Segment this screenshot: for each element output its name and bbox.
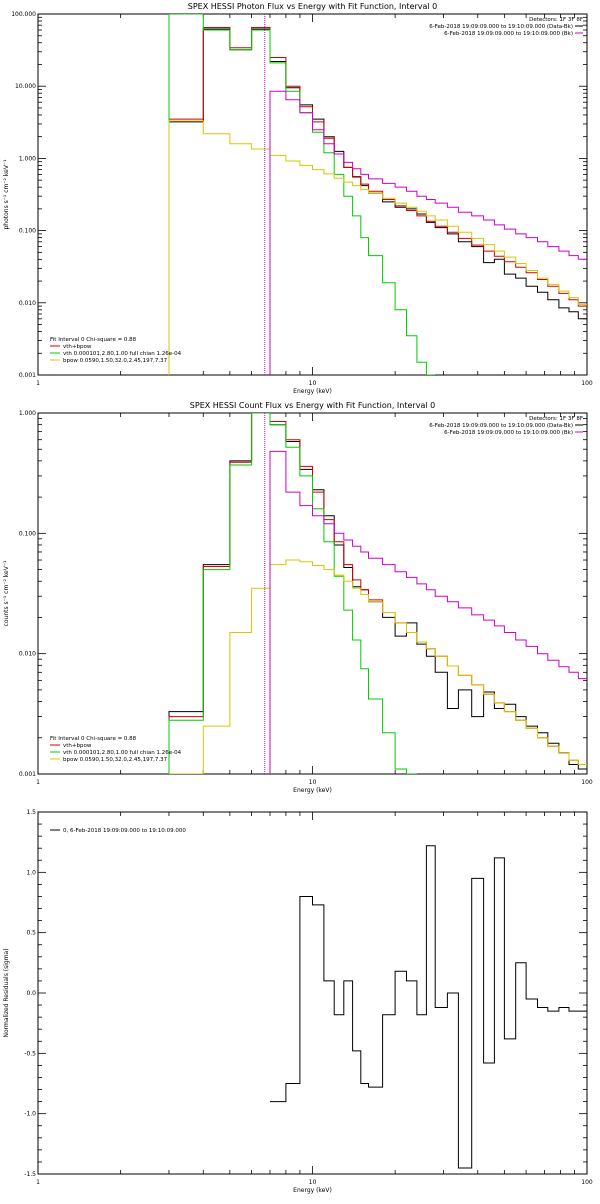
legend-entry: bpow 0.0590,1.50,32.0,2.45,197,7.37 bbox=[63, 757, 168, 763]
x-tick-label: 1 bbox=[36, 380, 40, 387]
x-axis-label: Energy (keV) bbox=[293, 1187, 332, 1194]
legend-entry: vth+bpow bbox=[63, 344, 92, 350]
plot-frame bbox=[37, 13, 588, 376]
legend-header: Fit Interval 0 Chi-square = 0.88 bbox=[50, 337, 137, 343]
y-tick-label: -1.5 bbox=[24, 1171, 36, 1178]
y-tick-label: 1.0 bbox=[26, 869, 36, 876]
x-tick-label: 100 bbox=[581, 1179, 593, 1186]
legend: Fit Interval 0 Chi-square = 0.88vth+bpow… bbox=[50, 337, 182, 364]
x-tick-label: 10 bbox=[309, 380, 317, 387]
y-axis-label: counts s⁻¹ cm⁻² keV⁻¹ bbox=[3, 560, 10, 626]
x-axis-label: Energy (keV) bbox=[293, 787, 332, 794]
series-line-vth bbox=[168, 14, 436, 375]
y-tick-label: 0.100 bbox=[19, 228, 36, 235]
x-tick-label: 10 bbox=[309, 1179, 317, 1186]
y-tick-label: 1.000 bbox=[19, 410, 36, 417]
y-tick-label: 1.5 bbox=[26, 809, 36, 816]
y-tick-label: 0.0 bbox=[26, 990, 36, 997]
legend: Fit Interval 0 Chi-square = 0.88vth+bpow… bbox=[50, 736, 182, 763]
y-tick-label: 0.010 bbox=[19, 300, 36, 307]
chart-2: SPEX HESSI Count Flux vs Energy with Fit… bbox=[3, 401, 593, 794]
y-tick-label: 0.001 bbox=[19, 372, 36, 379]
series-line-background bbox=[269, 90, 587, 375]
y-tick-label: 0.5 bbox=[26, 930, 36, 937]
series-line-bpow bbox=[168, 120, 587, 375]
x-tick-label: 100 bbox=[581, 779, 593, 786]
series-line-background bbox=[269, 450, 587, 774]
interval-header-line: 6-Feb-2018 19:09:09.000 to 19:10:09.000 … bbox=[444, 31, 573, 37]
chart-1: SPEX HESSI Photon Flux vs Energy with Fi… bbox=[3, 2, 593, 395]
legend-entry: vth 0.000101,2.80,1.00 full chian 1.26e-… bbox=[63, 750, 182, 756]
legend: 0, 6-Feb-2018 19:09:09.000 to 19:10:09.0… bbox=[50, 828, 186, 834]
series-line-bpow bbox=[169, 559, 587, 774]
y-axis-label: photons s⁻¹ cm⁻² keV⁻¹ bbox=[3, 159, 10, 230]
chart-title: SPEX HESSI Count Flux vs Energy with Fit… bbox=[190, 401, 435, 410]
interval-header-line: 6-Feb-2018 19:09:09.000 to 19:10:09.000 … bbox=[429, 423, 573, 429]
y-tick-label: 0.010 bbox=[19, 651, 36, 658]
x-tick-label: 1 bbox=[36, 779, 40, 786]
chart-3: 1 10 100 Energy (keV) -1.5 -1.0 -0.5 0.0 0.5 1.0 1… bbox=[3, 809, 593, 1194]
y-tick-label: 1.000 bbox=[19, 155, 36, 162]
series-line-data bbox=[168, 28, 587, 375]
series-line-vth bbox=[168, 413, 417, 774]
y-axis-label: Normalized Residuals (sigma) bbox=[3, 948, 10, 1037]
y-tick-label: -1.0 bbox=[24, 1111, 36, 1118]
detectors-label: Detectors: 1F 3F 8F bbox=[529, 416, 583, 422]
y-tick-label: 0.001 bbox=[19, 771, 36, 778]
detectors-label: Detectors: 1F 3F 8F bbox=[529, 17, 583, 23]
x-tick-label: 100 bbox=[581, 380, 593, 387]
y-tick-label: -0.5 bbox=[24, 1050, 36, 1057]
x-tick-label: 1 bbox=[36, 1179, 40, 1186]
series-group bbox=[270, 845, 587, 1169]
interval-header-line: 6-Feb-2018 19:09:09.000 to 19:10:09.000 … bbox=[429, 24, 573, 30]
legend-header: Fit Interval 0 Chi-square = 0.88 bbox=[50, 736, 137, 742]
x-tick-label: 10 bbox=[309, 779, 317, 786]
series-line-residuals bbox=[270, 845, 587, 1169]
legend-entry: 0, 6-Feb-2018 19:09:09.000 to 19:10:09.0… bbox=[63, 828, 186, 834]
series-group bbox=[168, 413, 587, 774]
y-tick-label: 0.100 bbox=[19, 530, 36, 537]
series-group bbox=[168, 14, 587, 375]
interval-header-line: 6-Feb-2018 19:09:09.000 to 19:10:09.000 … bbox=[444, 430, 573, 436]
legend-entry: bpow 0.0590,1.50,32.0,2.45,197,7.37 bbox=[63, 358, 168, 364]
y-tick-label: 10.000 bbox=[15, 83, 36, 90]
series-line-vth-bpow bbox=[168, 27, 587, 375]
chart-title: SPEX HESSI Photon Flux vs Energy with Fi… bbox=[188, 2, 438, 11]
legend-entry: vth 0.000101,2.80,1.00 full chian 1.26e-… bbox=[63, 351, 182, 357]
y-tick-label: 100.000 bbox=[11, 11, 36, 18]
legend-entry: vth+bpow bbox=[63, 743, 92, 749]
x-axis-label: Energy (keV) bbox=[293, 388, 332, 395]
